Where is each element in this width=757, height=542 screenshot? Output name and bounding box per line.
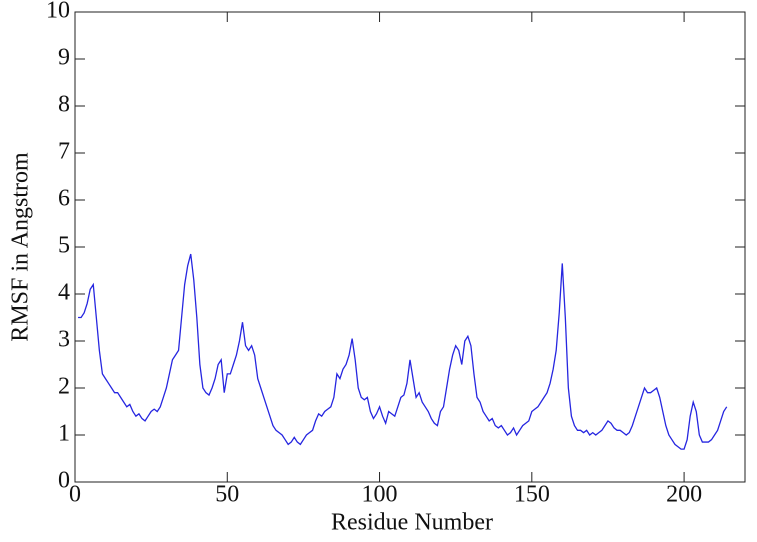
y-tick-label: 1 (58, 421, 70, 447)
y-tick-label: 2 (58, 374, 70, 400)
x-tick-label: 150 (514, 482, 550, 508)
y-tick-label: 8 (58, 92, 70, 118)
data-line (78, 253, 728, 450)
y-tick-label: 7 (58, 139, 70, 165)
y-tick-label: 9 (58, 45, 70, 71)
x-tick-label: 0 (69, 482, 81, 508)
plot-frame (74, 11, 746, 483)
y-tick-label: 5 (58, 233, 70, 259)
y-tick-label: 0 (58, 468, 70, 494)
x-axis-label: Residue Number (331, 510, 493, 536)
y-tick-label: 3 (58, 327, 70, 353)
x-tick-label: 50 (215, 482, 239, 508)
y-tick-label: 6 (58, 186, 70, 212)
x-tick-label: 100 (362, 482, 398, 508)
y-axis-label: RMSF in Angstrom (8, 152, 34, 342)
x-tick-label: 200 (666, 482, 702, 508)
y-tick-label: 10 (46, 0, 70, 24)
y-tick-label: 4 (58, 280, 70, 306)
